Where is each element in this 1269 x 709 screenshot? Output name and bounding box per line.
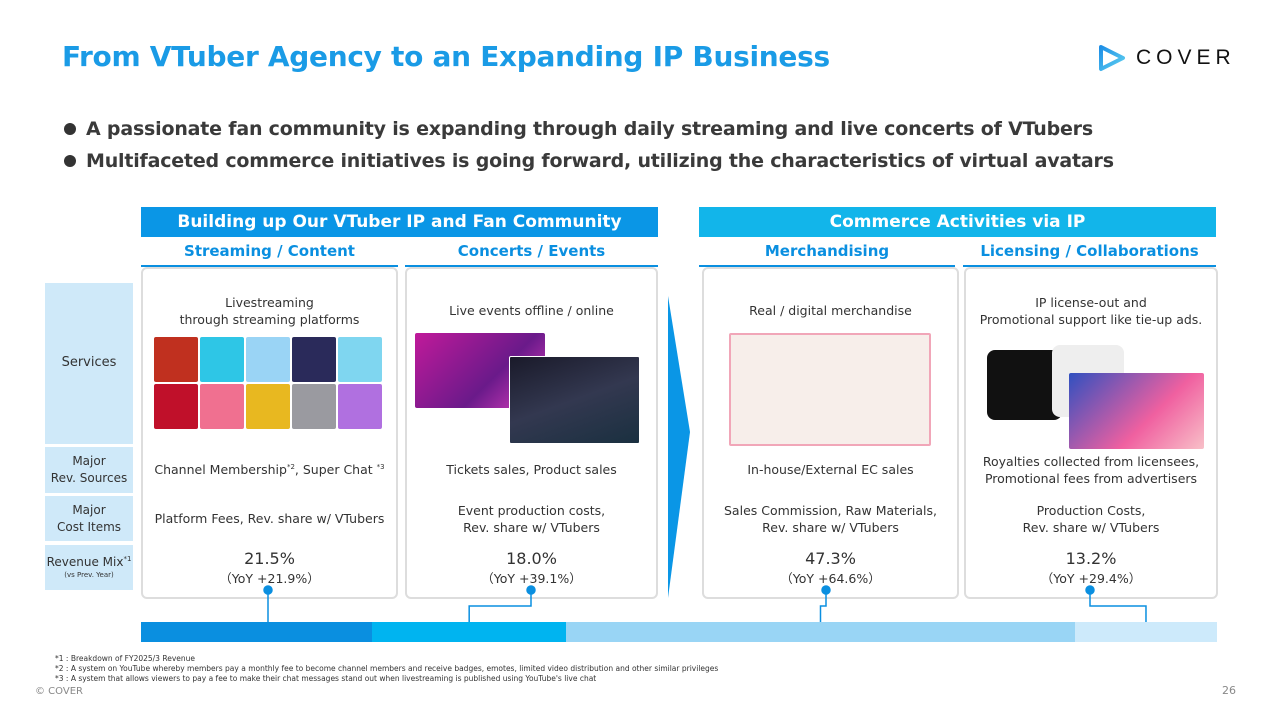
row-label-rev: Major Rev. Sources	[45, 447, 133, 493]
vtuber-avatar	[292, 384, 336, 429]
service-desc-licensing: IP license-out and Promotional support li…	[979, 295, 1203, 327]
col-header-concerts: Concerts / Events	[405, 242, 658, 267]
bullet-text: A passionate fan community is expanding …	[86, 118, 1093, 140]
rev-licensing: Royalties collected from licensees, Promo…	[982, 454, 1200, 486]
group-header-commerce: Commerce Activities via IP	[699, 207, 1216, 237]
vtuber-avatar	[154, 337, 198, 382]
mix-concerts: 18.0% （YoY +39.1%）	[481, 549, 582, 586]
col-header-licensing: Licensing / Collaborations	[963, 242, 1216, 267]
connector-dot	[821, 585, 831, 595]
revenue-mix-segment	[566, 622, 1075, 642]
mix-licensing: 13.2% （YoY +29.4%）	[1040, 549, 1142, 586]
label-text: Cost Items	[56, 519, 122, 534]
vtuber-avatar	[292, 337, 336, 382]
connector-dot	[1085, 585, 1095, 595]
connector-line	[1089, 590, 1147, 622]
vtuber-avatar-grid	[154, 337, 382, 429]
connector-line	[468, 590, 532, 622]
footnote-3: *3 : A system that allows viewers to pay…	[55, 674, 597, 683]
arrow-right-icon	[668, 296, 690, 598]
col-header-merch: Merchandising	[699, 242, 955, 267]
label-text: Revenue Mix	[46, 555, 124, 570]
footnote-1: *1 : Breakdown of FY2025/3 Revenue	[55, 654, 195, 663]
bullet-text: Multifaceted commerce initiatives is goi…	[86, 150, 1114, 172]
rev-merch: In-house/External EC sales	[747, 462, 914, 477]
logo-text: COVER	[1136, 46, 1236, 69]
page-title: From VTuber Agency to an Expanding IP Bu…	[62, 40, 830, 73]
label-text: Major	[72, 454, 106, 469]
cost-streaming: Platform Fees, Rev. share w/ VTubers	[154, 511, 385, 526]
vtuber-avatar	[200, 337, 244, 382]
label-subtext: (vs Prev. Year)	[64, 571, 114, 579]
vtuber-avatar	[338, 337, 382, 382]
row-label-mix: Revenue Mix*1 (vs Prev. Year)	[45, 545, 133, 590]
group-header-ip: Building up Our VTuber IP and Fan Commun…	[141, 207, 658, 237]
vtuber-avatar	[246, 384, 290, 429]
footnote-2: *2 : A system on YouTube whereby members…	[55, 664, 719, 673]
cost-licensing: Production Costs, Rev. share w/ VTubers	[1022, 503, 1160, 535]
bullet-dot-icon	[64, 155, 76, 167]
connector-dot	[263, 585, 273, 595]
cover-logo: COVER	[1098, 44, 1236, 72]
mix-merch: 47.3% （YoY +64.6%）	[780, 549, 881, 586]
label-text: Major	[72, 502, 106, 517]
connector-line	[819, 590, 827, 622]
footnote-ref: *1	[123, 555, 132, 564]
row-label-cost: Major Cost Items	[45, 496, 133, 541]
cost-merch: Sales Commission, Raw Materials, Rev. sha…	[724, 503, 937, 535]
cost-concerts: Event production costs, Rev. share w/ VTu…	[457, 503, 606, 535]
label-text: Rev. Sources	[50, 471, 128, 485]
concert-photo-2	[509, 356, 640, 444]
bullet-2: Multifaceted commerce initiatives is goi…	[64, 150, 1114, 172]
copyright: © COVER	[35, 686, 83, 697]
rev-streaming: Channel Membership*2, Super Chat *3	[154, 462, 385, 477]
service-desc-streaming: Livestreaming through streaming platforms	[179, 295, 360, 327]
rev-concerts: Tickets sales, Product sales	[446, 462, 617, 477]
connector-dot	[526, 585, 536, 595]
revenue-mix-segment	[1074, 622, 1217, 642]
black-shirt-image	[987, 350, 1062, 420]
card-streaming	[141, 267, 398, 599]
service-desc-merch: Real / digital merchandise	[749, 303, 912, 318]
vtuber-avatar	[154, 384, 198, 429]
row-label-services: Services	[45, 283, 133, 444]
vtuber-avatar	[246, 337, 290, 382]
service-desc-concerts: Live events offline / online	[449, 303, 614, 318]
merch-plush-image	[729, 333, 931, 446]
bullet-1: A passionate fan community is expanding …	[64, 118, 1093, 140]
mix-streaming: 21.5% （YoY +21.9%）	[219, 549, 320, 586]
col-header-streaming: Streaming / Content	[141, 242, 398, 267]
revenue-mix-segment	[372, 622, 566, 642]
vtuber-avatar	[200, 384, 244, 429]
label-text: Services	[61, 355, 117, 371]
collab-ad-image	[1069, 373, 1204, 449]
page-number: 26	[1222, 684, 1236, 697]
vtuber-avatar	[338, 384, 382, 429]
play-logo-icon	[1099, 45, 1125, 71]
bullet-dot-icon	[64, 123, 76, 135]
revenue-mix-segment	[141, 622, 373, 642]
